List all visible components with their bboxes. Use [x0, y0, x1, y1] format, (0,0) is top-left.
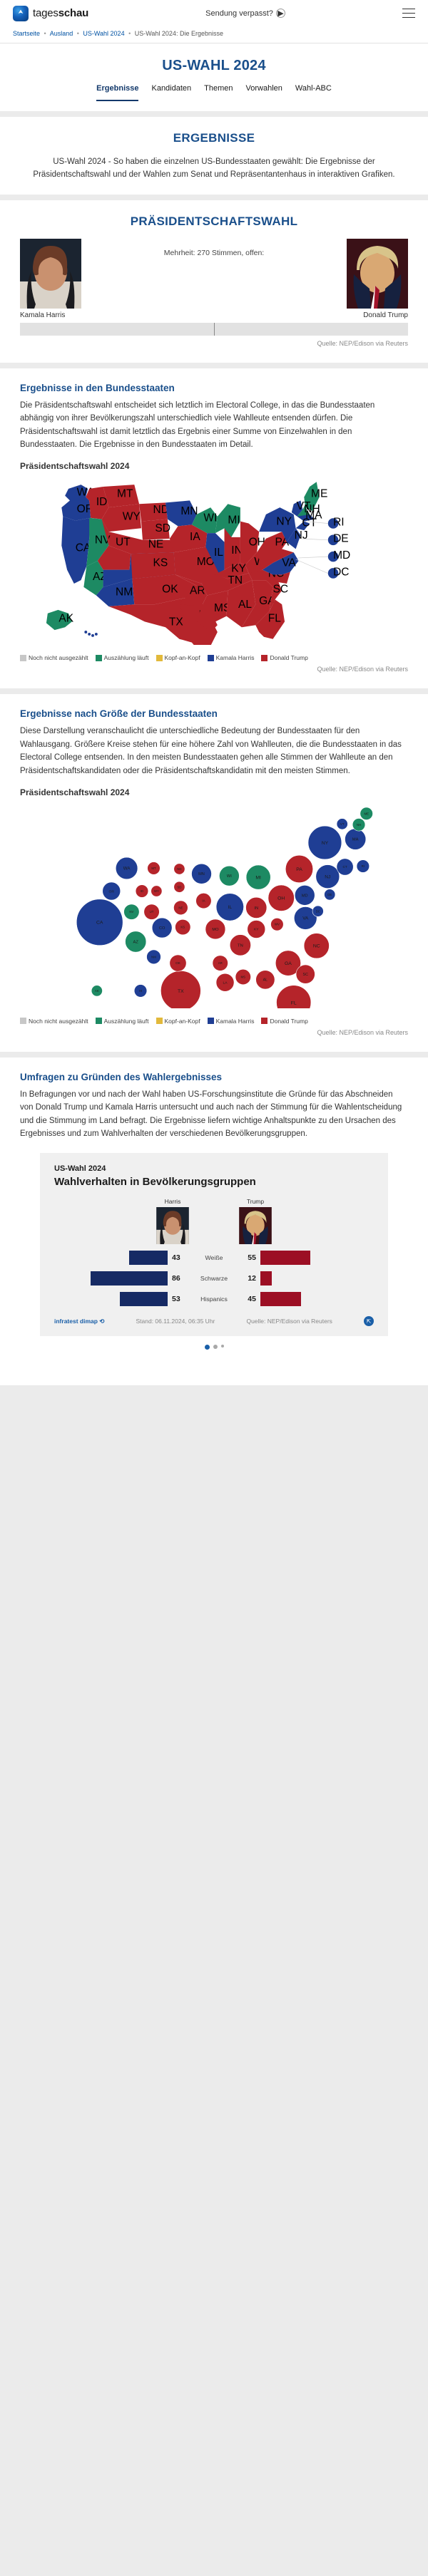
svg-text:TX: TX: [178, 989, 184, 994]
svg-text:AL: AL: [263, 978, 268, 983]
svg-text:MD: MD: [302, 894, 308, 898]
svg-text:MO: MO: [212, 928, 219, 932]
svg-text:VT: VT: [340, 822, 345, 826]
svg-text:WI: WI: [227, 874, 232, 879]
svg-text:KS: KS: [180, 926, 185, 929]
svg-text:NY: NY: [322, 841, 329, 846]
svg-text:RI: RI: [333, 517, 345, 529]
svg-text:SD: SD: [177, 885, 181, 889]
svg-text:HI: HI: [139, 989, 142, 993]
svg-text:MT: MT: [117, 488, 133, 500]
svg-text:ND: ND: [177, 867, 181, 871]
svg-text:TX: TX: [169, 616, 183, 629]
svg-text:WA: WA: [123, 867, 131, 871]
svg-text:WV: WV: [275, 923, 280, 926]
svg-text:MI: MI: [255, 875, 261, 880]
svg-text:TN: TN: [238, 943, 243, 948]
svg-text:IA: IA: [190, 531, 200, 543]
svg-text:ID: ID: [96, 497, 108, 509]
svg-text:MA: MA: [352, 838, 359, 842]
svg-text:AK: AK: [58, 613, 73, 625]
svg-text:VA: VA: [282, 557, 296, 569]
svg-text:WY: WY: [123, 511, 141, 523]
svg-text:ME: ME: [364, 812, 369, 815]
svg-text:WI: WI: [203, 512, 217, 524]
svg-text:AK: AK: [95, 989, 99, 993]
svg-text:NJ: NJ: [325, 874, 330, 879]
svg-text:PA: PA: [296, 867, 302, 872]
svg-text:UT: UT: [150, 910, 154, 914]
svg-text:NY: NY: [276, 516, 292, 528]
svg-text:NM: NM: [116, 586, 133, 599]
svg-text:SC: SC: [273, 584, 289, 596]
svg-text:ME: ME: [311, 488, 327, 500]
svg-text:IL: IL: [214, 547, 223, 559]
svg-text:NJ: NJ: [295, 529, 308, 542]
svg-text:AR: AR: [190, 585, 205, 597]
svg-text:MN: MN: [198, 872, 205, 876]
svg-text:KS: KS: [153, 557, 168, 569]
svg-text:MS: MS: [241, 975, 246, 978]
svg-text:WY: WY: [154, 889, 159, 893]
svg-text:DC: DC: [316, 909, 320, 913]
svg-text:NE: NE: [148, 539, 164, 551]
svg-text:IN: IN: [254, 906, 258, 911]
svg-text:MN: MN: [180, 505, 198, 517]
svg-text:NC: NC: [313, 944, 320, 949]
svg-text:NE: NE: [178, 906, 183, 909]
svg-text:ID: ID: [141, 889, 143, 893]
svg-text:DC: DC: [333, 567, 349, 579]
svg-text:CT: CT: [342, 865, 347, 869]
svg-text:CO: CO: [159, 926, 165, 931]
svg-text:VA: VA: [302, 916, 309, 921]
svg-text:NH: NH: [357, 823, 361, 827]
svg-text:NV: NV: [129, 910, 133, 914]
svg-text:SC: SC: [303, 973, 309, 977]
svg-text:MI: MI: [228, 514, 240, 527]
svg-text:RI: RI: [362, 864, 365, 868]
svg-text:KY: KY: [231, 563, 246, 575]
svg-text:AZ: AZ: [133, 940, 139, 944]
svg-text:NM: NM: [151, 955, 156, 958]
svg-text:FL: FL: [268, 613, 281, 625]
svg-text:OK: OK: [175, 961, 181, 965]
svg-text:CT: CT: [302, 517, 317, 529]
svg-text:DE: DE: [333, 533, 349, 545]
svg-text:KY: KY: [254, 928, 259, 932]
svg-text:UT: UT: [116, 537, 131, 549]
svg-text:SD: SD: [155, 522, 170, 534]
svg-text:TN: TN: [228, 574, 243, 586]
svg-text:DE: DE: [327, 893, 332, 896]
svg-text:FL: FL: [291, 1000, 297, 1005]
svg-text:AR: AR: [218, 961, 223, 965]
svg-text:OH: OH: [277, 896, 285, 901]
svg-text:OK: OK: [162, 584, 178, 596]
svg-text:IL: IL: [228, 905, 233, 910]
svg-text:AL: AL: [238, 599, 252, 611]
svg-text:MD: MD: [333, 549, 350, 562]
svg-text:OR: OR: [109, 889, 115, 894]
svg-text:GA: GA: [285, 961, 292, 966]
svg-text:CA: CA: [96, 920, 103, 925]
svg-text:LA: LA: [223, 981, 228, 985]
svg-text:MT: MT: [151, 867, 156, 870]
svg-text:IA: IA: [202, 899, 205, 903]
